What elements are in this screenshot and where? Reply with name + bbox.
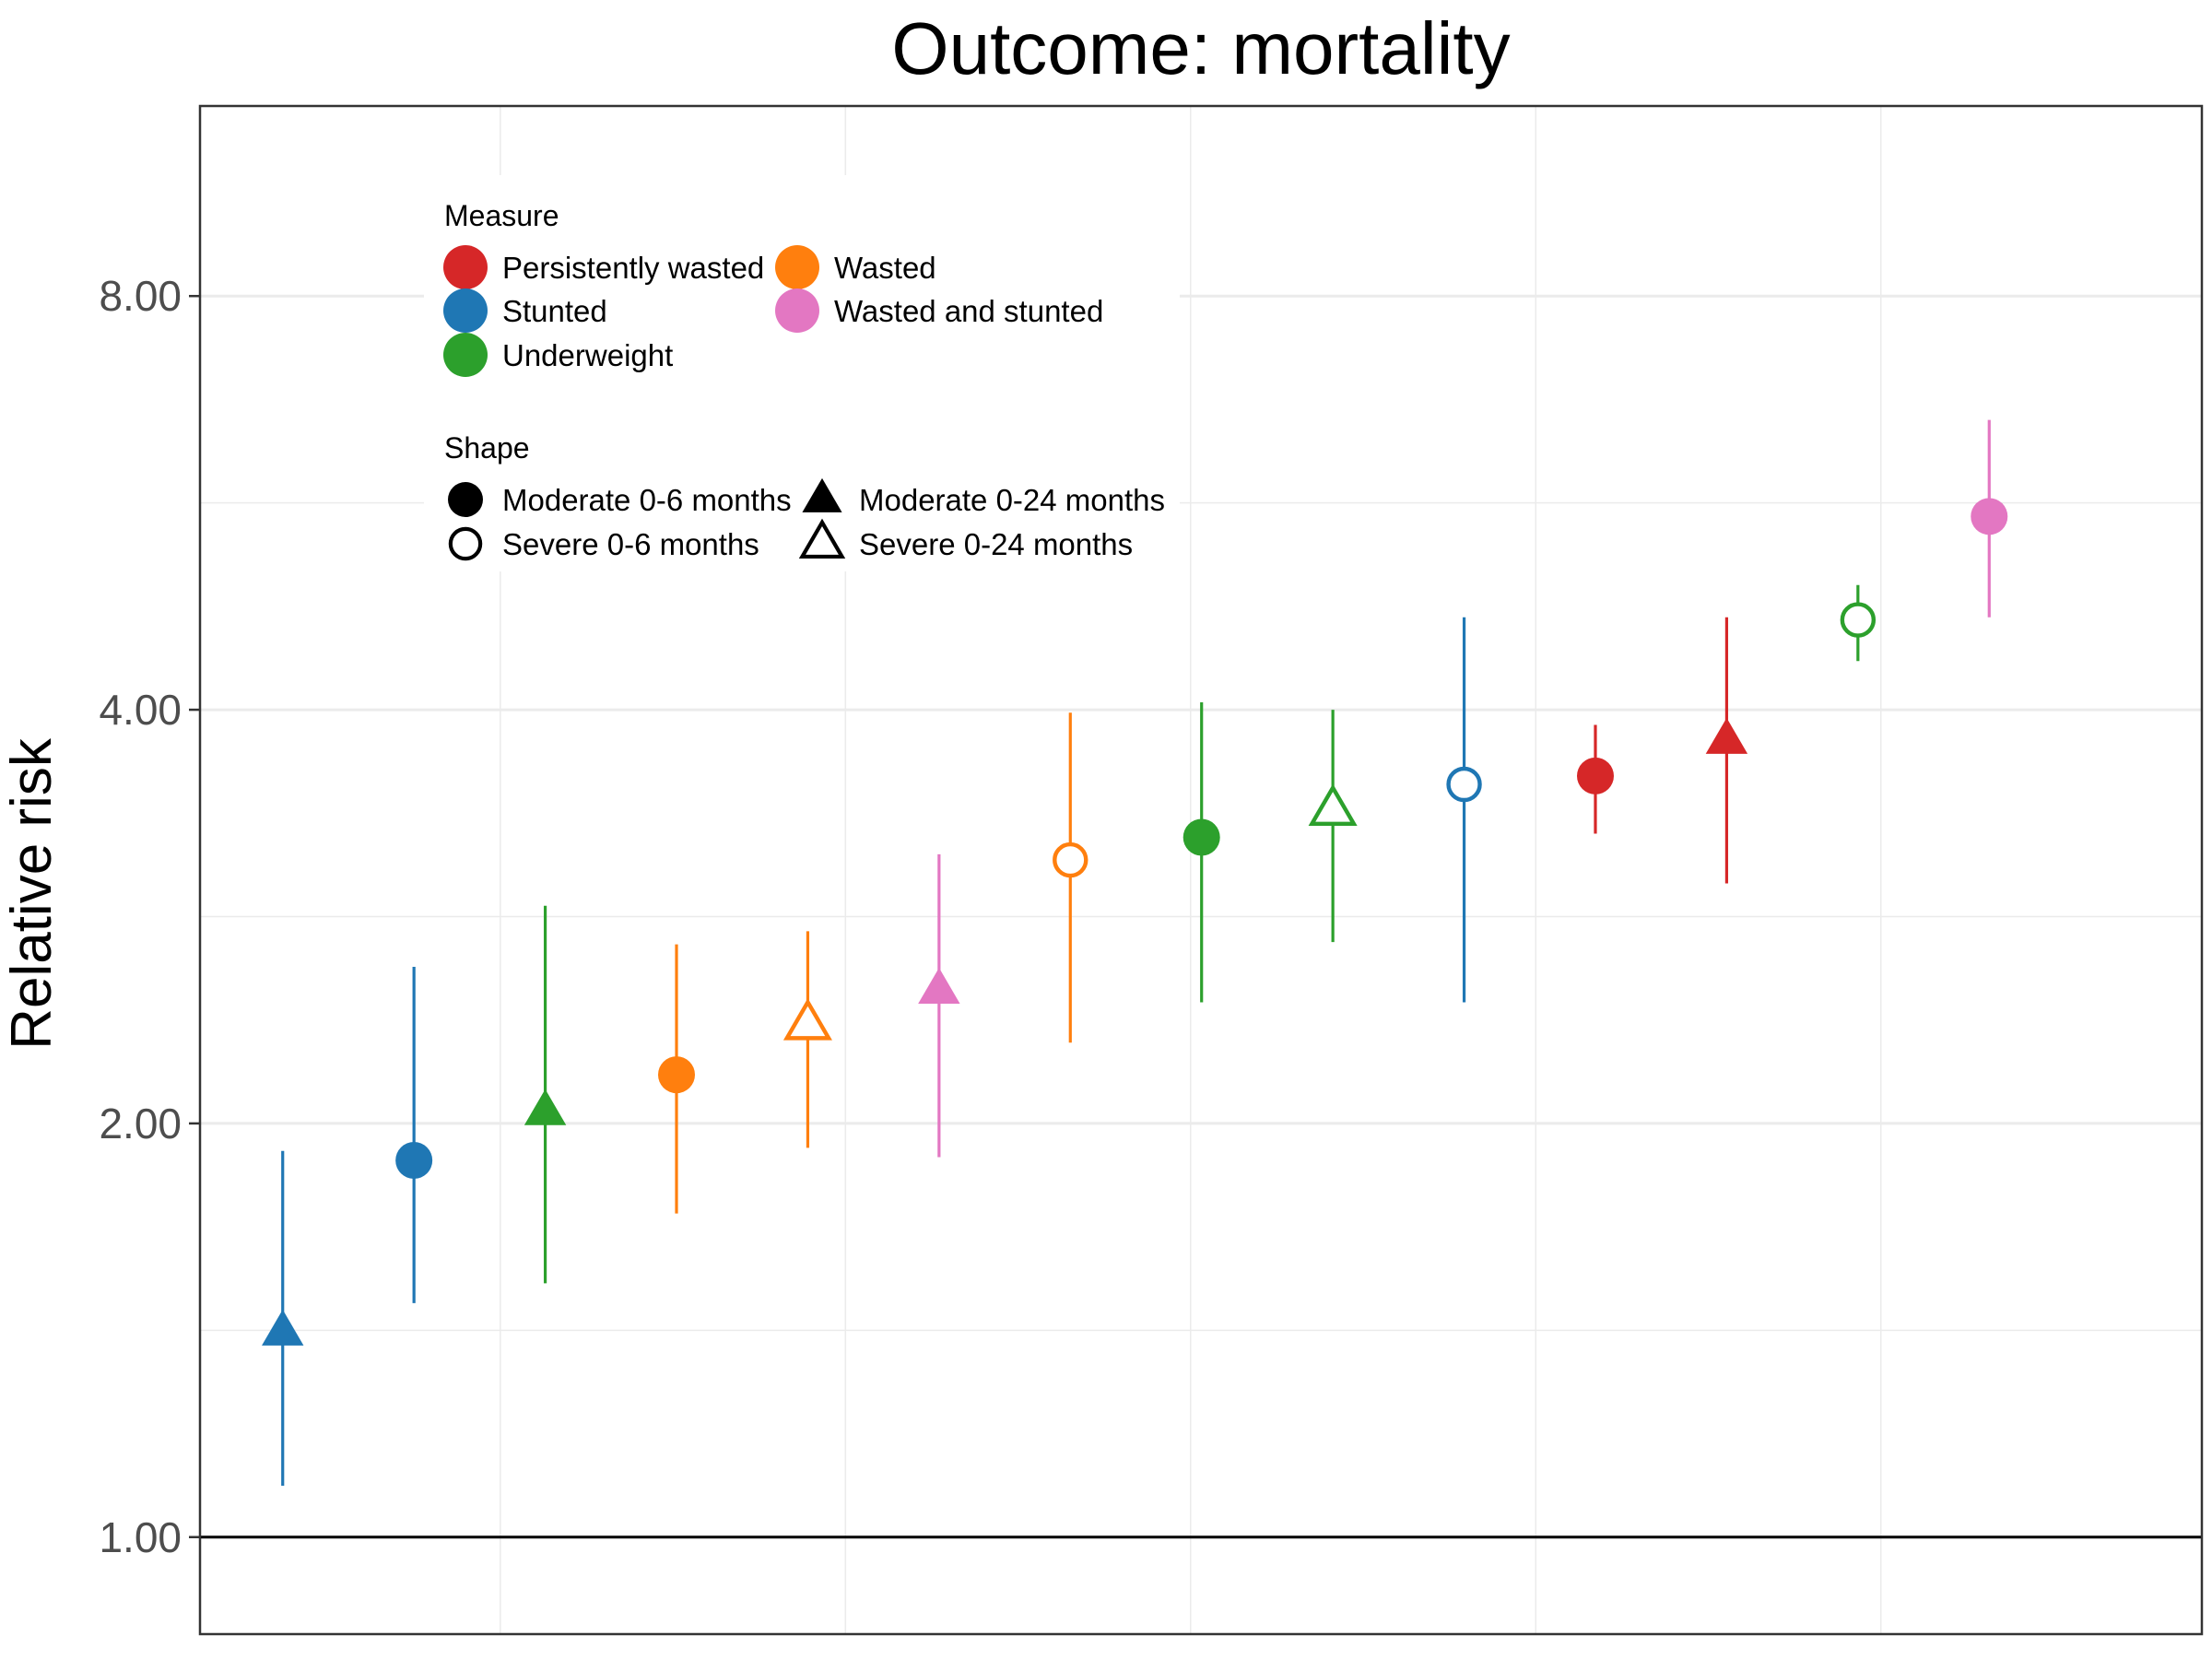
data-point	[658, 1056, 696, 1094]
data-point	[1840, 602, 1877, 638]
legend-shape-label: Severe 0-24 months	[859, 527, 1133, 561]
legend-shape-swatch	[798, 518, 846, 559]
data-point	[1576, 757, 1614, 794]
y-tick-label: 4.00	[99, 686, 182, 734]
legend-measure-swatch	[775, 245, 819, 289]
legend-shape-label: Severe 0-6 months	[502, 527, 759, 561]
legend-measure-label: Persistently wasted	[502, 251, 764, 285]
legend-measure-swatch	[443, 288, 488, 333]
legend-shape-title: Shape	[444, 431, 530, 465]
legend-measures: Persistently wasted Stunted Underweight Was…	[443, 245, 1103, 377]
legend-measure-label: Wasted and stunted	[834, 294, 1103, 328]
data-point	[395, 1141, 433, 1179]
data-point	[262, 1309, 304, 1346]
data-point	[1705, 717, 1748, 754]
y-axis: 1.00 2.00 4.00 8.00	[99, 272, 200, 1561]
points	[262, 498, 2008, 1346]
data-point	[524, 1088, 567, 1125]
y-axis-label: Relative risk	[0, 737, 64, 1050]
plot-border	[198, 104, 2204, 1636]
data-point	[1053, 841, 1088, 878]
data-point	[1308, 783, 1358, 826]
y-tick-label: 1.00	[99, 1513, 182, 1561]
data-point	[918, 968, 960, 1005]
legend-measure-swatch	[443, 333, 488, 377]
legend-measure-title: Measure	[444, 199, 559, 232]
legend-shape-swatch	[448, 526, 483, 561]
data-point	[1182, 818, 1220, 856]
data-point	[1971, 498, 2008, 535]
legend: Measure Persistently wasted Stunted Underw…	[424, 175, 1180, 571]
legend-measure-swatch	[775, 288, 819, 333]
legend-measure-label: Underweight	[502, 338, 673, 372]
chart-title: Outcome: mortality	[891, 7, 1510, 89]
legend-measure-label: Wasted	[834, 251, 936, 285]
legend-shape-label: Moderate 0-6 months	[502, 483, 792, 517]
legend-shapes: Moderate 0-6 months Severe 0-6 months Mode…	[448, 477, 1165, 561]
y-tick-label: 2.00	[99, 1100, 182, 1147]
y-tick-label: 8.00	[99, 272, 182, 320]
legend-shape-swatch	[802, 477, 842, 512]
legend-shape-label: Moderate 0-24 months	[859, 483, 1165, 517]
data-point	[1446, 766, 1482, 803]
legend-measure-swatch	[443, 245, 488, 289]
data-point	[782, 997, 832, 1041]
legend-measure-label: Stunted	[502, 294, 607, 328]
legend-shape-swatch	[448, 482, 483, 517]
legend-background	[424, 175, 1180, 571]
